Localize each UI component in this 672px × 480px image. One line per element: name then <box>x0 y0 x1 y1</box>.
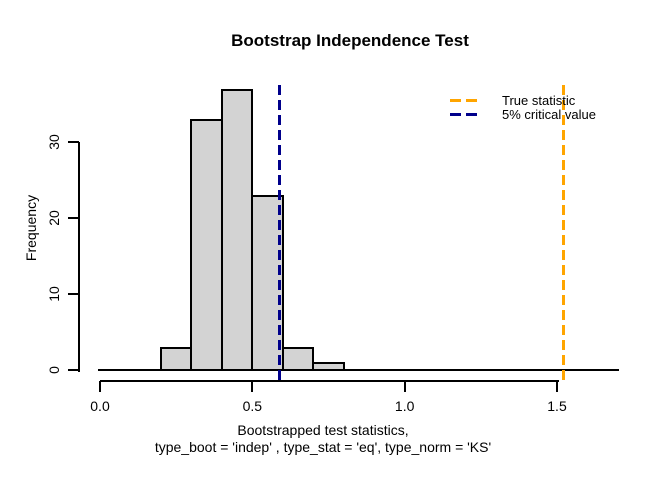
histogram-bar <box>312 362 345 371</box>
vline-true-statistic <box>561 85 565 381</box>
legend-dash-sample-critical-value <box>450 112 477 116</box>
x-axis-tick <box>556 381 558 392</box>
histogram-bar <box>190 119 223 371</box>
vline-critical-value-5pct <box>278 85 282 381</box>
histogram-bar <box>159 347 193 371</box>
x-axis-tick-label: 1.0 <box>394 398 415 414</box>
x-axis-tick <box>403 381 406 392</box>
x-axis-tick <box>251 381 254 392</box>
legend-dash-sample-true-statistic <box>450 98 477 102</box>
x-axis-tick-label: 1.5 <box>547 398 567 414</box>
histogram-bar <box>281 347 315 371</box>
zero-baseline <box>98 369 619 371</box>
x-axis-tick-label: 0.5 <box>242 398 263 414</box>
legend-row-critical-value: 5% critical value <box>450 106 596 122</box>
chart-title: Bootstrap Independence Test <box>231 31 469 50</box>
legend: True statistic 5% critical value <box>450 92 596 122</box>
x-axis-tick-label: 0.0 <box>90 398 110 414</box>
x-axis-tick <box>99 381 101 392</box>
y-axis-tick-label: 0 <box>46 366 62 374</box>
legend-row-true-statistic: True statistic <box>450 92 596 108</box>
y-axis-tick <box>68 369 79 371</box>
legend-label-true-statistic: True statistic <box>502 92 576 108</box>
histogram-bar <box>220 88 254 371</box>
y-axis-tick <box>68 141 79 143</box>
x-axis-line <box>100 380 559 382</box>
y-axis-tick-label: 20 <box>46 210 62 226</box>
y-axis-tick-label: 10 <box>46 286 62 302</box>
y-axis-line <box>78 142 80 372</box>
y-axis-tick <box>68 217 79 219</box>
y-axis-tick-label: 30 <box>46 134 62 150</box>
x-axis-title-line1: Bootstrapped test statistics, <box>237 422 409 438</box>
y-axis-tick <box>68 293 79 295</box>
legend-label-critical-value: 5% critical value <box>502 106 596 122</box>
x-axis-title-line2: type_boot = 'indep' , type_stat = 'eq', … <box>154 439 492 455</box>
